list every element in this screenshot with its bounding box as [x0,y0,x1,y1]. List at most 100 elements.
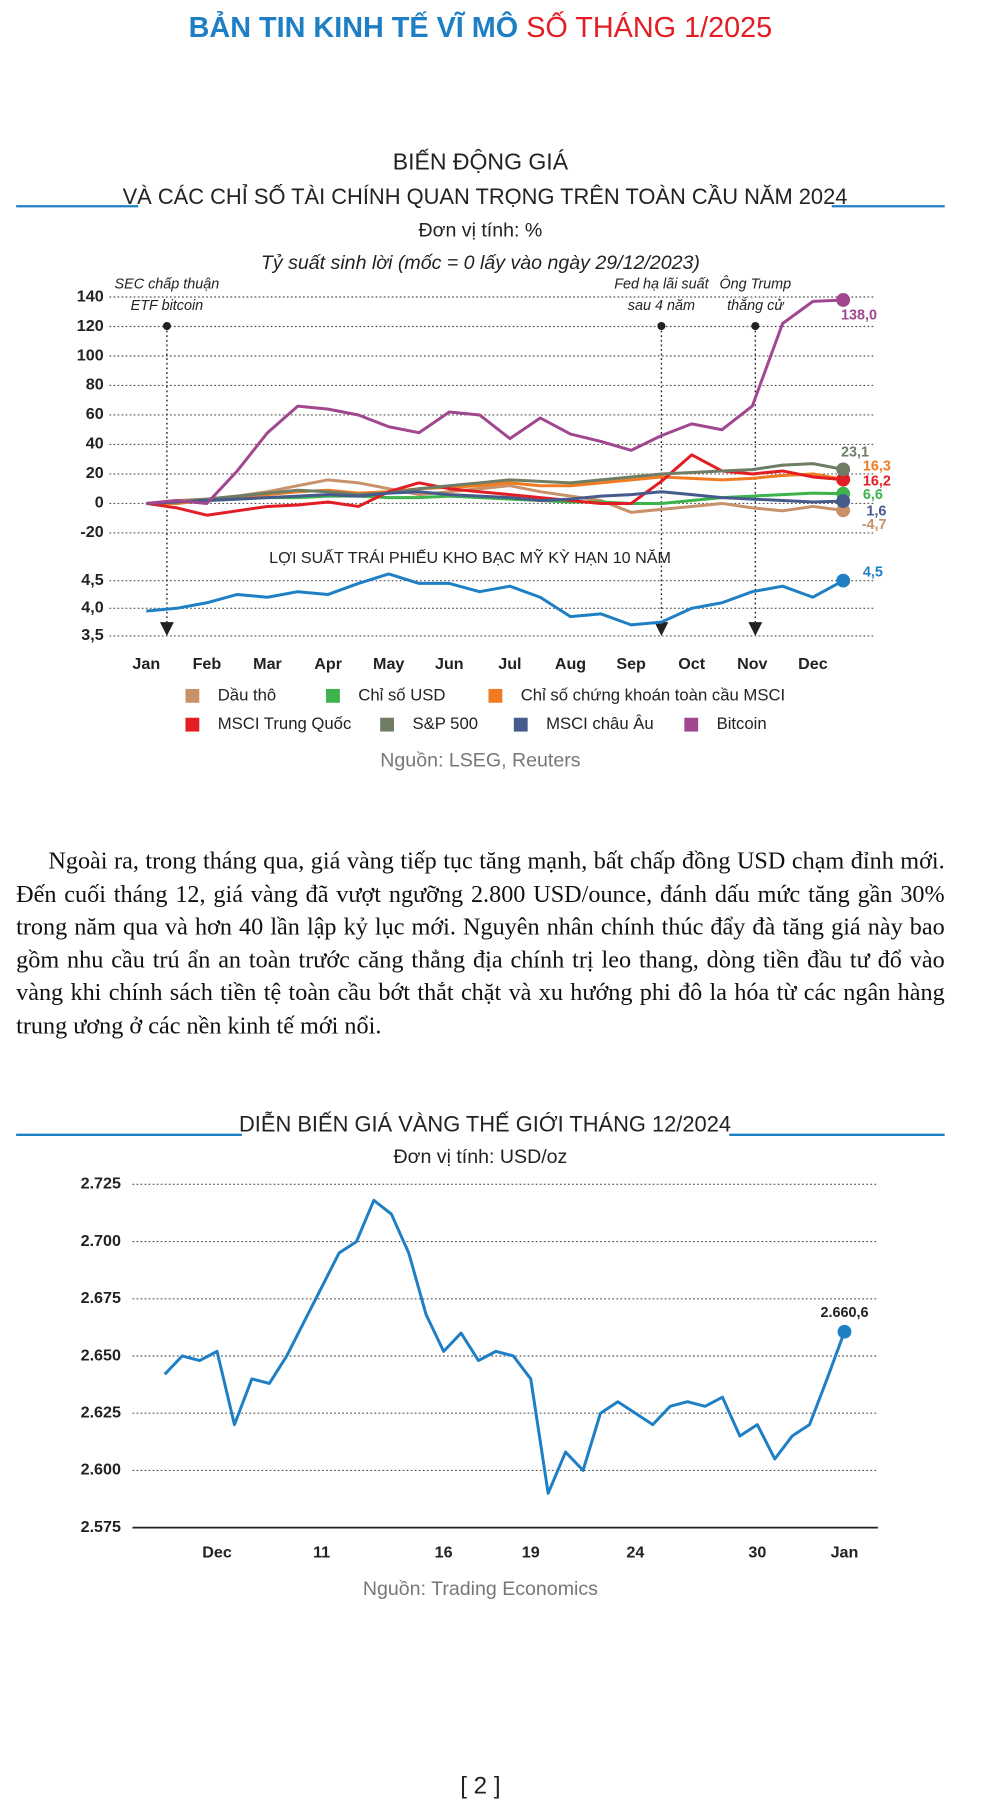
legend-label: Chỉ số USD [358,685,445,704]
value-label: 16,2 [863,473,891,489]
annotation-dot [751,322,760,331]
y-tick-label: 2.575 [81,1518,121,1536]
y-tick-label: -20 [80,523,103,541]
chart-subtitle: Tỷ suất sinh lời (mốc = 0 lấy vào ngày 2… [261,252,700,274]
x-tick-label: Nov [737,655,767,673]
legend-label: MSCI Trung Quốc [218,714,352,733]
x-tick-label: Dec [798,655,828,673]
series-line [146,462,844,505]
annotation-text: sau 4 năm [628,298,695,314]
x-tick-label: Dec [202,1543,232,1561]
end-marker [836,472,851,487]
series-line [146,490,844,505]
annotation-text: ETF bitcoin [131,298,204,314]
value-label: 1,6 [866,503,886,519]
x-tick-label: 30 [748,1543,766,1561]
end-marker [836,293,851,307]
legend-swatch [326,688,340,703]
legend-swatch [380,717,395,732]
value-label: -4,7 [862,517,887,533]
annotation-text: Fed hạ lãi suất [614,276,709,292]
legend-swatch [185,688,200,703]
end-marker [836,573,851,588]
series-line [146,298,844,505]
chart-unit: Đơn vị tính: USD/oz [393,1146,567,1168]
value-label: 138,0 [841,307,877,323]
legend-swatch [488,688,503,703]
x-tick-label: Apr [314,655,342,673]
annotation-arrow [748,622,763,636]
y-tick-label: 60 [86,405,104,423]
series-line [163,1198,846,1495]
chart-title: BIẾN ĐỘNG GIÁ [393,148,569,175]
x-tick-label: Jun [435,655,464,673]
annotation-arrow [654,622,669,636]
chart-title: VÀ CÁC CHỈ SỐ TÀI CHÍNH QUAN TRỌNG TRÊN … [123,183,848,209]
y-tick-label: 140 [77,287,104,305]
x-tick-label: 11 [313,1543,330,1561]
paragraph: Ngoài ra, trong tháng qua, giá vàng tiếp… [16,846,945,1040]
chart-unit: Đơn vị tính: % [418,220,542,242]
header-title: BẢN TIN KINH TẾ VĨ MÔ [189,9,519,43]
header-issue: SỐ THÁNG 1/2025 [526,9,772,43]
legend-label: Chỉ số chứng khoán toàn cầu MSCI [521,685,785,704]
page-number: [ 2 ] [460,1772,500,1799]
legend-label: S&P 500 [412,714,478,733]
x-tick-label: 19 [522,1543,540,1561]
value-label: 6,6 [863,487,883,503]
end-marker [836,462,851,477]
annotation-text: Ông Trump [719,275,791,292]
x-tick-label: May [373,655,404,673]
y-tick-label: 2.650 [81,1346,121,1364]
legend-swatch [684,717,699,732]
legend-label: Dầu thô [218,685,276,704]
end-marker [837,1324,852,1339]
y-tick-label: 2.600 [81,1461,121,1479]
annotation-arrow [160,622,174,636]
y-tick-label: 80 [86,376,104,394]
y-tick-label: 3,5 [81,626,103,644]
annotation-dot [162,322,171,331]
series-line [146,572,844,627]
y-tick-label: 100 [77,346,104,364]
legend-swatch [513,717,528,732]
chart-source: Nguồn: Trading Economics [363,1578,598,1600]
x-tick-label: 16 [435,1543,453,1561]
x-tick-label: Sep [616,655,646,673]
y-tick-label: 20 [86,464,104,482]
y-tick-label: 2.725 [81,1175,121,1193]
chart: -20 0 20 40 60 80 100 120 140 3,5 4,0 4,5 Jan Feb Mar A… [77,275,891,733]
annotation-text: SEC chấp thuận [115,276,220,292]
x-tick-label: Mar [253,655,282,673]
x-tick-label: Aug [555,655,586,673]
value-label: 4,5 [863,564,883,580]
annotation-text: thắng cử [727,297,784,314]
legend-label: Bitcoin [717,714,767,733]
x-tick-label: Jul [498,655,521,673]
y-tick-label: 40 [86,435,104,453]
y-tick-label: 4,5 [81,571,103,589]
value-label: 23,1 [841,445,869,461]
annotation-dot [657,322,666,331]
x-tick-label: 24 [626,1543,644,1561]
x-tick-label: Jan [132,655,160,673]
chart: 2.575 2.600 2.625 2.650 2.675 2.700 2.725 Dec 11… [81,1175,878,1561]
y-tick-label: 0 [95,494,104,512]
value-label: 16,3 [863,458,891,474]
end-marker [836,494,851,509]
header: BẢN TIN KINH TẾ VĨ MÔ SỐ THÁNG 1/2025 [189,9,773,43]
y-tick-label: 4,0 [81,599,103,617]
y-tick-label: 2.675 [81,1289,121,1307]
x-tick-label: Oct [678,655,705,673]
legend-swatch [185,717,200,732]
y-tick-label: 2.625 [81,1403,121,1421]
x-tick-label: Feb [193,655,222,673]
chart-title: DIỄN BIẾN GIÁ VÀNG THẾ GIỚI THÁNG 12/202… [239,1110,731,1136]
x-tick-label: Jan [831,1543,859,1561]
y-tick-label: 2.700 [81,1232,121,1250]
y-tick-label: 120 [77,317,104,335]
chart-source: Nguồn: LSEG, Reuters [380,750,580,772]
legend-label: MSCI châu Âu [546,714,654,733]
